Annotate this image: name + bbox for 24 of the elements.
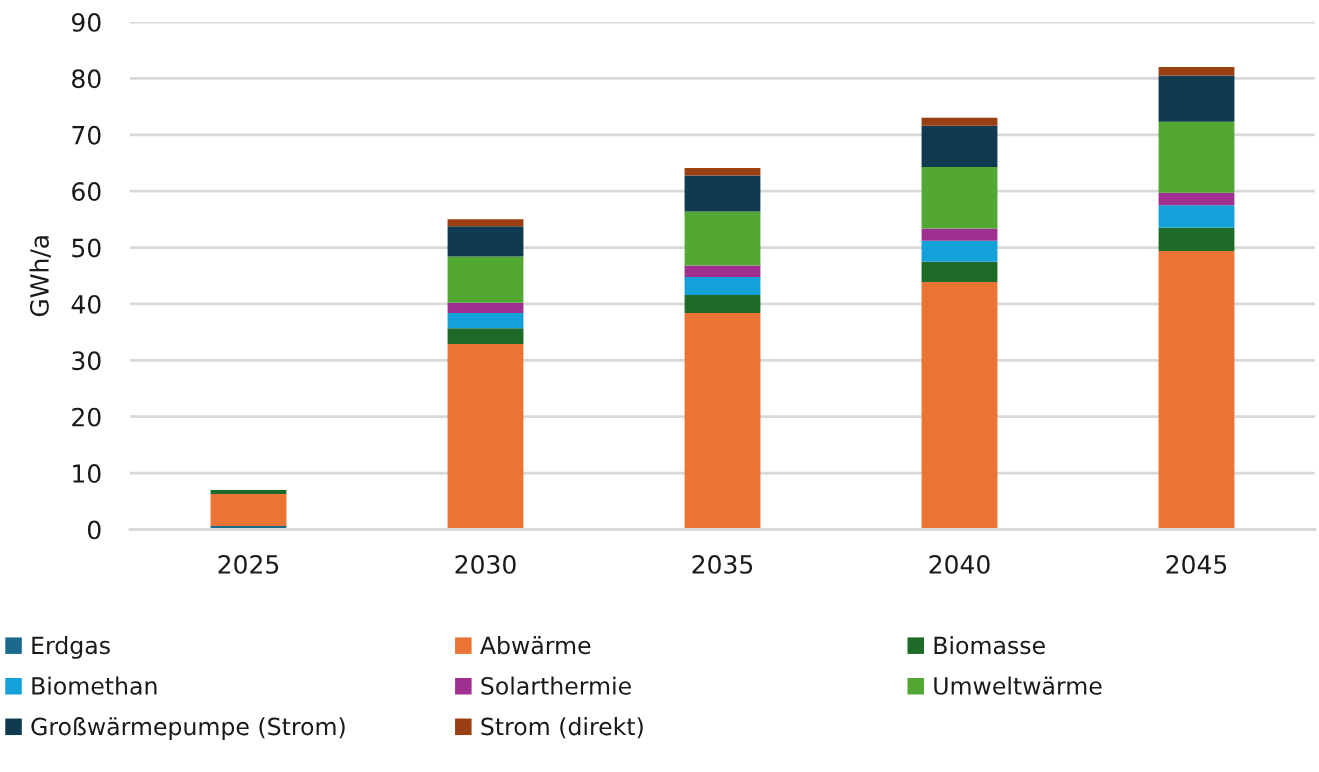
y-tick-label: 80: [72, 69, 101, 89]
y-tick-label: 50: [72, 238, 101, 258]
legend-label: Biomethan: [32, 676, 157, 695]
y-tick-label: 40: [71, 294, 101, 314]
y-tick-label: 70: [72, 125, 101, 145]
legend-label: Solarthermie: [481, 676, 631, 695]
x-tick-label: 2040: [929, 554, 990, 574]
y-tick-label: 20: [72, 407, 101, 427]
y-tick-label: 10: [73, 464, 101, 483]
x-tick-label: 2025: [218, 554, 279, 574]
legend-label: Abwärme: [480, 636, 591, 655]
y-tick-label: 30: [72, 351, 101, 371]
x-tick-label: 2045: [1166, 554, 1227, 574]
x-tick-label: 2035: [692, 554, 753, 574]
y-tick-label: 0: [87, 520, 101, 540]
legend-label: Umweltwärme: [934, 676, 1102, 695]
y-axis-title: GWh/a: [29, 236, 51, 317]
y-tick-label: 90: [71, 12, 101, 32]
legend-label: Strom (direkt): [481, 717, 643, 739]
legend-label: Großwärmepumpe (Strom): [31, 717, 345, 740]
legend-label: Erdgas: [32, 636, 110, 659]
x-tick-label: 2030: [455, 554, 516, 574]
y-tick-label: 60: [72, 182, 101, 202]
legend-label: Biomasse: [934, 636, 1045, 655]
